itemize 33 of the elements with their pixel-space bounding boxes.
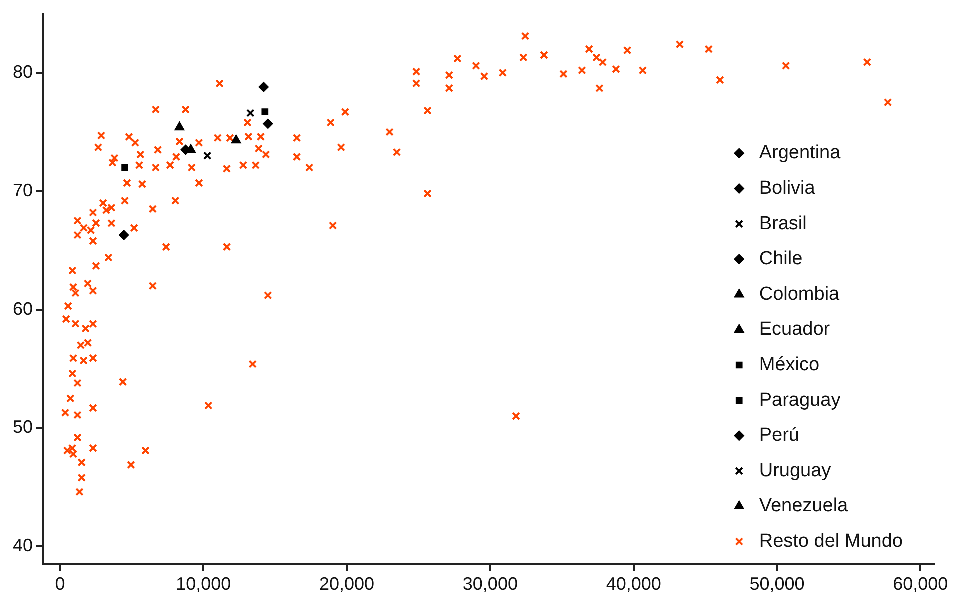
- legend-label: Ecuador: [759, 319, 831, 340]
- x-tick-label: 60,000: [893, 574, 948, 594]
- x-tick-label: 10,000: [176, 574, 232, 594]
- point: [258, 82, 269, 92]
- legend-label: Perú: [759, 425, 800, 446]
- point: [263, 118, 274, 130]
- legend-label: Paraguay: [759, 390, 842, 411]
- legend-label: Brasil: [759, 213, 807, 234]
- y-tick-label: 40: [12, 536, 34, 556]
- point: [246, 109, 255, 118]
- x-tick-label: 20,000: [320, 574, 375, 594]
- legend-label: Bolivia: [759, 178, 816, 199]
- point: [231, 134, 242, 144]
- y-tick-label: 80: [12, 62, 34, 82]
- point: [203, 152, 212, 160]
- legend-label: Venezuela: [759, 496, 849, 517]
- legend-label: México: [759, 354, 820, 376]
- legend-label: Colombia: [759, 284, 840, 305]
- point: [118, 230, 130, 240]
- point: [122, 164, 128, 172]
- legend-label: Uruguay: [759, 460, 832, 482]
- legend-label: Chile: [759, 248, 803, 270]
- point: [262, 108, 269, 116]
- y-tick-label: 50: [12, 417, 34, 438]
- legend-label: Resto del Mundo: [759, 530, 904, 552]
- x-tick-label: 50,000: [750, 574, 805, 594]
- x-tick-label: 40,000: [606, 574, 662, 594]
- x-tick-label: 0: [55, 574, 66, 594]
- x-tick-label: 30,000: [462, 574, 518, 594]
- point: [174, 122, 185, 131]
- legend-label: Argentina: [759, 142, 842, 164]
- y-tick-label: 60: [12, 298, 34, 319]
- y-tick-label: 70: [12, 180, 34, 200]
